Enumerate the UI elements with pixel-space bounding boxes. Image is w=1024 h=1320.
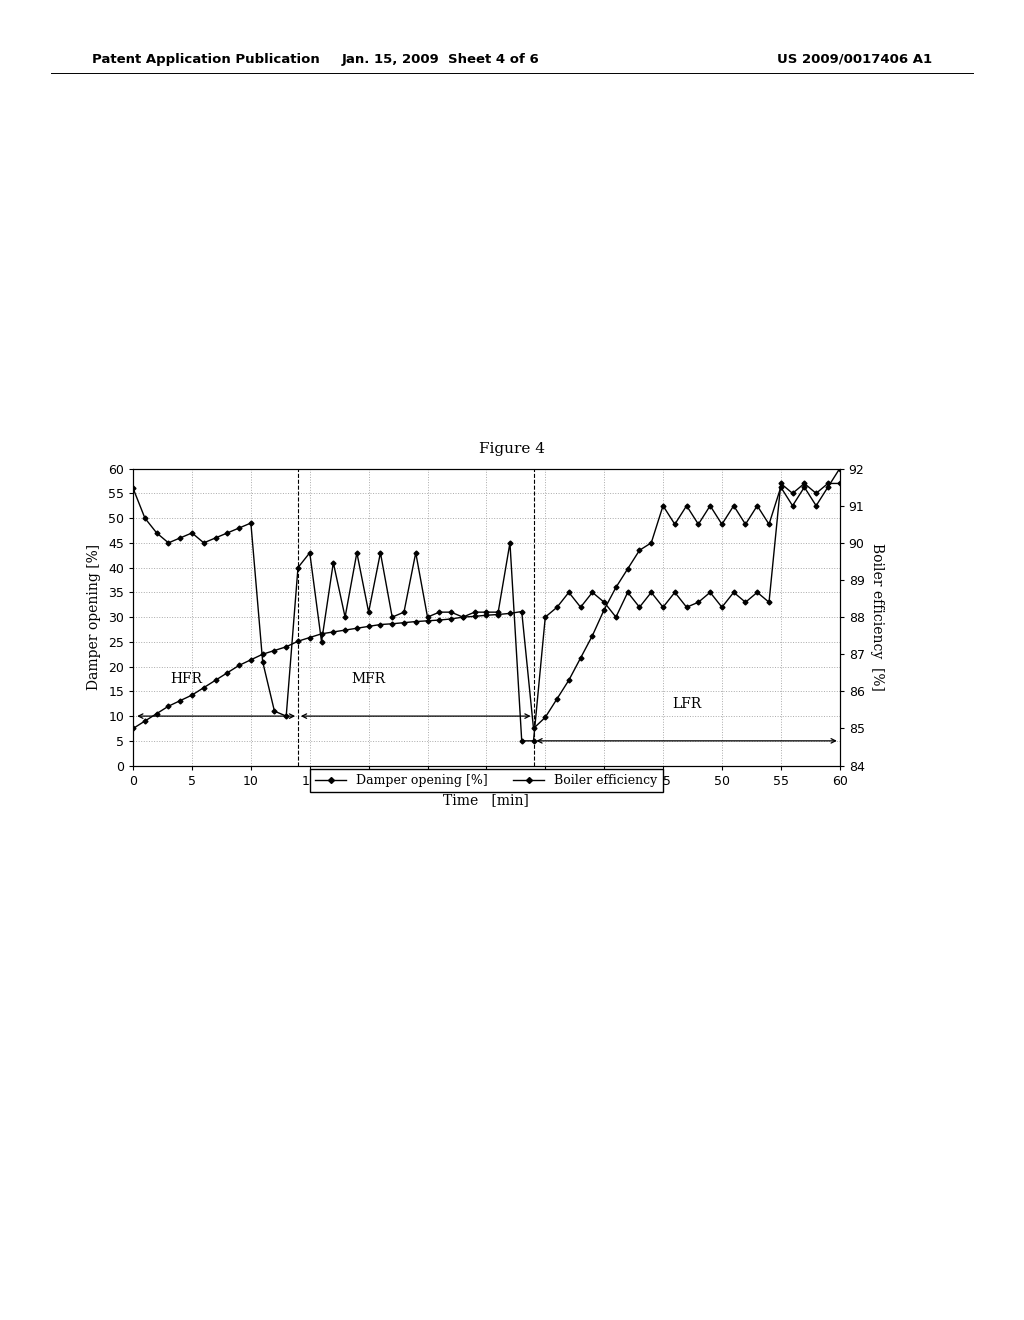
Text: LFR: LFR [672,697,701,711]
Text: Patent Application Publication: Patent Application Publication [92,53,319,66]
Text: HFR: HFR [170,672,202,686]
Text: Figure 4: Figure 4 [479,442,545,457]
X-axis label: Time   [min]: Time [min] [443,793,529,808]
Text: US 2009/0017406 A1: US 2009/0017406 A1 [777,53,932,66]
Y-axis label: Damper opening [%]: Damper opening [%] [87,544,101,690]
Y-axis label: Boiler efficiency  [%]: Boiler efficiency [%] [870,543,884,692]
Text: Jan. 15, 2009  Sheet 4 of 6: Jan. 15, 2009 Sheet 4 of 6 [341,53,540,66]
Legend: Damper opening [%], Boiler efficiency: Damper opening [%], Boiler efficiency [310,770,663,792]
Text: MFR: MFR [351,672,386,686]
